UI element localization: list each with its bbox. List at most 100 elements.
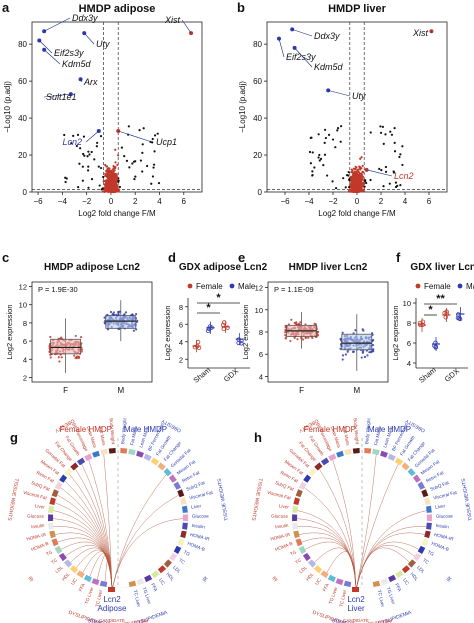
plot-frame (31, 21, 203, 193)
y-tick-label: 20 (18, 151, 27, 160)
trait-segment (59, 474, 68, 483)
gene-point (118, 185, 122, 189)
trait-segment (163, 468, 172, 477)
trait-label: Glucose (192, 514, 209, 519)
gene-point (114, 179, 118, 182)
trait-segment (314, 462, 323, 471)
trait-segment (293, 497, 300, 505)
gene-point (114, 175, 117, 178)
sample-point (289, 339, 292, 343)
label-leader (80, 79, 83, 83)
y-axis-label: Log2 expression (391, 305, 400, 360)
gene-label: Xist (164, 15, 181, 25)
trait-group-label: TISSUE WEIGHTS (250, 478, 263, 522)
gene-point (352, 177, 355, 181)
trait-label: FFA (322, 582, 331, 593)
x-tick-label: M (353, 386, 360, 395)
label-leader (294, 47, 313, 68)
gene-label: Ddx3y (314, 31, 340, 41)
sample-point (132, 329, 135, 332)
trait-label: HDL (409, 572, 419, 583)
gene-point (393, 141, 396, 144)
gene-point (399, 153, 402, 156)
panel-title: HMDP adipose Lcn2 (44, 262, 140, 273)
gene-point (359, 157, 362, 160)
gene-point (87, 186, 90, 189)
sample-point (58, 360, 61, 363)
gene-point (393, 150, 397, 153)
trait-label: TC (178, 557, 186, 565)
trait-segment (387, 453, 396, 462)
gene-point (123, 155, 126, 158)
trait-label: Visceral Fat (23, 490, 48, 501)
gene-label: Sult1e1 (46, 92, 77, 102)
trait-group-label: IR (446, 575, 454, 583)
y-tick-label: 4 (23, 355, 27, 364)
candidate-marker (108, 587, 115, 592)
replicate-point (444, 309, 449, 314)
x-tick-label: GDX (222, 366, 240, 383)
gene-point (324, 136, 328, 140)
gene-label: Ucp1 (156, 137, 177, 147)
x-tick-label: M (117, 386, 124, 395)
gene-point (339, 140, 342, 143)
panel-title: GDX adipose Lcn2 (179, 262, 268, 273)
legend-male-swatch (457, 283, 463, 289)
gene-point (353, 189, 356, 192)
trait-segment (344, 448, 352, 456)
sample-point (341, 358, 344, 361)
gene-point (96, 141, 99, 144)
trait-label: HOMA-IR (26, 532, 47, 542)
gene-point (323, 141, 326, 144)
trait-label: UC (70, 577, 78, 586)
trait-group-label: STEATOSIS (331, 618, 360, 623)
gene-point (100, 188, 103, 191)
gene-label: Lcn2 (394, 171, 414, 181)
gene-point (356, 179, 359, 182)
gene-label: Kdm5d (62, 59, 92, 69)
x-tick-label: 2 (379, 197, 384, 206)
gene-point (134, 175, 137, 178)
gene-point (128, 166, 131, 169)
gene-point (115, 174, 118, 178)
gene-point (323, 128, 327, 131)
gene-point (361, 176, 364, 179)
trait-segment (181, 505, 188, 513)
gene-label: Ddx3y (72, 13, 98, 23)
gene-point (326, 174, 329, 177)
trait-label: FFA (150, 582, 159, 593)
y-tick-label: 80 (18, 40, 27, 49)
trait-label: LDL (54, 565, 64, 575)
replicate-point (222, 320, 227, 325)
gene-point (63, 133, 66, 137)
trait-group-label: IR (26, 576, 34, 584)
replicate-point (457, 316, 463, 322)
trait-segment (380, 578, 389, 586)
gene-point (388, 182, 391, 185)
trait-label: Glucose (27, 514, 44, 519)
trait-segment (407, 559, 417, 568)
y-tick-label: 60 (18, 77, 27, 86)
candidate-tag: CANDIDATE (99, 618, 125, 623)
gene-point (150, 182, 153, 185)
trait-segment (298, 481, 307, 490)
label-leader (181, 19, 192, 34)
replicate-point (443, 315, 448, 320)
trait-label: LDL (172, 565, 182, 575)
trait-segment (151, 570, 160, 579)
panel-letter: c (2, 250, 9, 265)
replicate-point (195, 339, 201, 345)
trait-label: Insulin (191, 523, 205, 530)
trait-segment (143, 453, 152, 462)
trait-label: Visceral Fat (267, 490, 292, 501)
gene-point (83, 154, 86, 157)
panel-letter: f (396, 250, 401, 265)
trait-segment (64, 468, 73, 477)
gene-point (72, 134, 75, 137)
association-link (355, 463, 399, 591)
gene-point (108, 175, 112, 178)
sample-point (74, 334, 77, 338)
trait-label: TG Liver (142, 586, 153, 605)
panel-letter: h (254, 430, 262, 445)
gene-point (360, 182, 363, 185)
